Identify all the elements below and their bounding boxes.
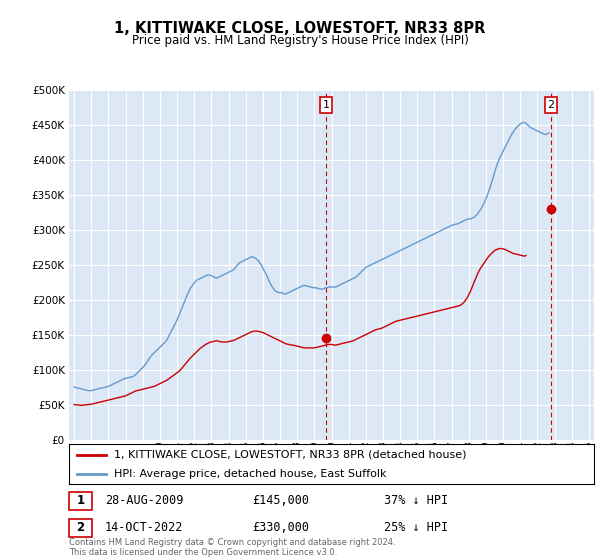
Text: Contains HM Land Registry data © Crown copyright and database right 2024.
This d: Contains HM Land Registry data © Crown c… — [69, 538, 395, 557]
Text: 1: 1 — [322, 100, 329, 110]
Text: 1, KITTIWAKE CLOSE, LOWESTOFT, NR33 8PR: 1, KITTIWAKE CLOSE, LOWESTOFT, NR33 8PR — [115, 21, 485, 36]
Text: £330,000: £330,000 — [252, 521, 309, 534]
Text: 1, KITTIWAKE CLOSE, LOWESTOFT, NR33 8PR (detached house): 1, KITTIWAKE CLOSE, LOWESTOFT, NR33 8PR … — [113, 450, 466, 460]
Text: 2: 2 — [76, 521, 85, 534]
Text: 14-OCT-2022: 14-OCT-2022 — [105, 521, 184, 534]
Text: £145,000: £145,000 — [252, 494, 309, 507]
Text: 37% ↓ HPI: 37% ↓ HPI — [384, 494, 448, 507]
Text: 2: 2 — [547, 100, 554, 110]
Text: Price paid vs. HM Land Registry's House Price Index (HPI): Price paid vs. HM Land Registry's House … — [131, 34, 469, 46]
Text: 25% ↓ HPI: 25% ↓ HPI — [384, 521, 448, 534]
Text: 1: 1 — [76, 494, 85, 507]
Text: 28-AUG-2009: 28-AUG-2009 — [105, 494, 184, 507]
Text: HPI: Average price, detached house, East Suffolk: HPI: Average price, detached house, East… — [113, 469, 386, 479]
